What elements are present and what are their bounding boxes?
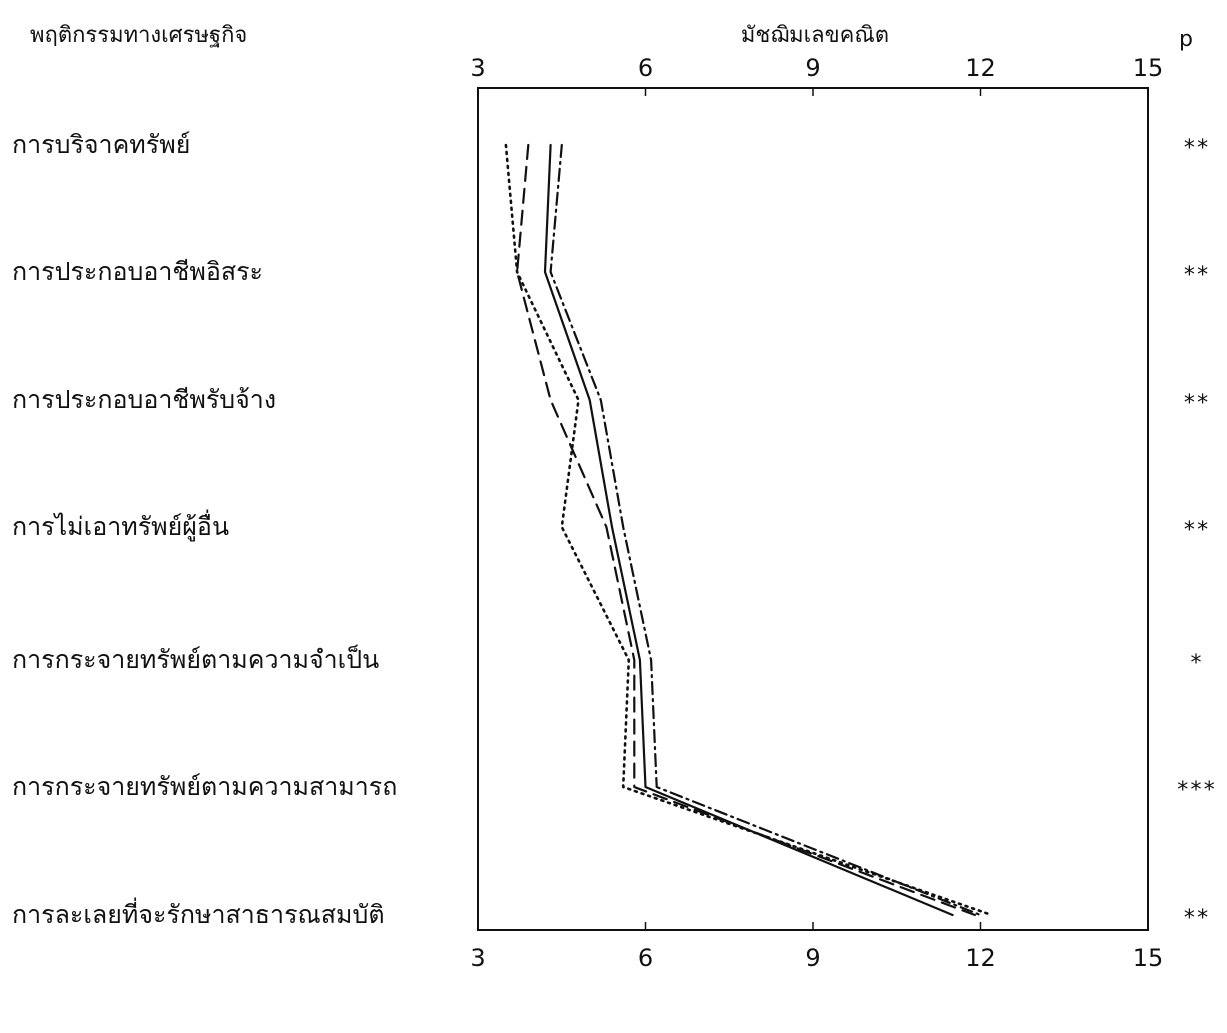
x-tick-label-bottom: 3: [470, 944, 485, 972]
category-label: การละเลยที่จะรักษาสาธารณสมบัติ: [12, 897, 385, 929]
significance-marker: *: [1189, 651, 1202, 676]
series-line-dashed: [515, 143, 977, 917]
significance-marker: ***: [1176, 778, 1216, 803]
significance-marker: **: [1183, 906, 1210, 931]
series-line-dash-dot: [549, 143, 982, 917]
x-tick-label-top: 15: [1133, 54, 1164, 82]
axis-title: มัชฌิมเลขคณิต: [741, 23, 889, 48]
chart-marks: 3 3 6 6 9 9 12 12 15 15 การบริจาคทรัพย์ ** การประกอบ…: [12, 54, 1216, 972]
category-label: การไม่เอาทรัพย์ผู้อื่น: [12, 509, 229, 542]
series-line-solid: [543, 143, 954, 917]
x-tick-label-bottom: 9: [805, 944, 820, 972]
x-tick-label-bottom: 6: [638, 944, 653, 972]
category-label: การบริจาคทรัพย์: [12, 130, 190, 159]
category-label: การกระจายทรัพย์ตามความสามารถ: [12, 772, 397, 801]
category-label: การกระจายทรัพย์ตามความจำเป็น: [12, 644, 379, 674]
x-tick-label-bottom: 15: [1133, 944, 1164, 972]
significance-marker: **: [1183, 136, 1210, 161]
significance-marker: **: [1183, 518, 1210, 543]
row-header: พฤติกรรมทางเศรษฐกิจ: [30, 23, 247, 48]
significance-marker: **: [1183, 263, 1210, 288]
category-label: การประกอบอาชีพอิสระ: [12, 257, 263, 286]
x-tick-label-bottom: 12: [965, 944, 996, 972]
series-line-dotted: [504, 143, 994, 917]
significance-marker: **: [1183, 391, 1210, 416]
significance-header: p: [1179, 27, 1193, 52]
x-tick-label-top: 9: [805, 54, 820, 82]
x-tick-label-top: 3: [470, 54, 485, 82]
x-tick-label-top: 12: [965, 54, 996, 82]
x-tick-label-top: 6: [638, 54, 653, 82]
category-label: การประกอบอาชีพรับจ้าง: [12, 385, 276, 414]
plot-frame: [477, 87, 1149, 931]
